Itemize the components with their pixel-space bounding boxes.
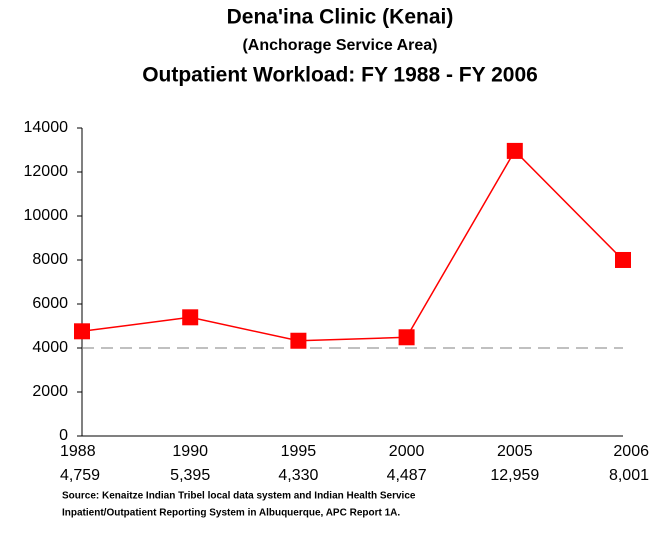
line — [81, 149, 624, 342]
y-tick-label: 10000 — [24, 207, 69, 224]
x-tick-label: 2006 — [613, 443, 649, 460]
y-tick-label: 6000 — [32, 295, 68, 312]
value-label: 12,959 — [490, 467, 539, 484]
value-label: 8,001 — [609, 467, 649, 484]
y-tick-label: 8000 — [32, 251, 68, 268]
marker — [74, 323, 90, 340]
y-tick-label: 12000 — [24, 163, 69, 180]
value-label: 5,395 — [170, 467, 210, 484]
x-tick-label: 1990 — [172, 443, 208, 460]
x-tick-label: 2000 — [389, 443, 425, 460]
source-note: Inpatient/Outpatient Reporting System in… — [62, 508, 400, 519]
marker — [615, 251, 631, 268]
x-tick-label: 1988 — [60, 443, 96, 460]
marker — [290, 332, 307, 349]
value-label: 4,487 — [387, 467, 427, 484]
marker — [398, 329, 415, 346]
chart-subtitle: Outpatient Workload: FY 1988 - FY 2006 — [142, 64, 538, 87]
y-tick-label: 4000 — [32, 339, 68, 356]
y-tick-label: 14000 — [24, 119, 69, 136]
y-tick-label: 2000 — [32, 383, 68, 400]
x-tick-label: 2005 — [497, 443, 533, 460]
chart-title: Dena'ina Clinic (Kenai) — [227, 6, 454, 29]
value-label: 4,330 — [278, 467, 318, 484]
source-note: Source: Kenaitze Indian Tribel local dat… — [62, 491, 416, 502]
marker — [182, 309, 199, 326]
x-tick-label: 1995 — [281, 443, 317, 460]
chart-subtitle: (Anchorage Service Area) — [242, 37, 437, 54]
y-tick-label: 0 — [59, 427, 68, 444]
value-label: 4,759 — [60, 467, 100, 484]
marker — [506, 142, 523, 159]
